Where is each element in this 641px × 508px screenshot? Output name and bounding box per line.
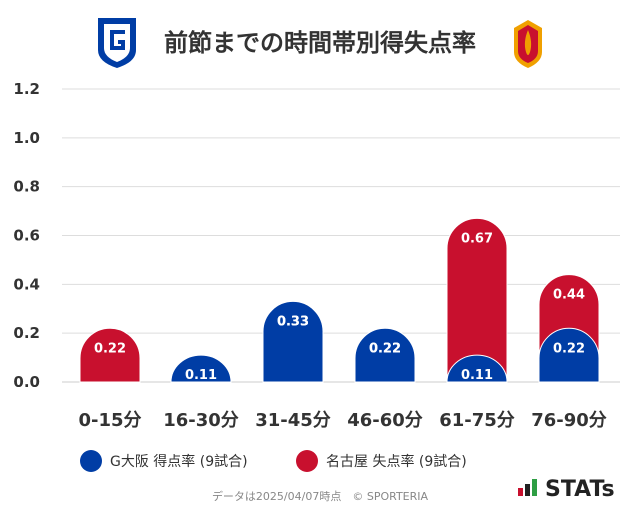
away-data-label: 0.33 — [277, 314, 309, 329]
y-axis-ticks: 0.0 0.2 0.4 0.6 0.8 1.0 1.2 — [13, 80, 40, 391]
nagoya-grampus-crest-icon — [514, 20, 542, 68]
x-tick-label: 0-15分 — [78, 410, 141, 431]
x-tick-label: 46-60分 — [347, 410, 423, 431]
home-bar — [262, 301, 324, 383]
home-bar — [538, 327, 600, 383]
stats-logo-icon — [518, 479, 537, 496]
gridlines — [62, 88, 620, 383]
home-data-label: 0.22 — [369, 341, 401, 356]
x-tick-label: 61-75分 — [439, 410, 515, 431]
bars — [79, 217, 600, 383]
y-tick-label: 0.6 — [13, 227, 40, 245]
footer-note: データは2025/04/07時点 © SPORTERIA — [212, 489, 429, 503]
home-data-label: 0.11 — [461, 368, 493, 383]
y-tick-label: 1.0 — [13, 129, 40, 147]
y-tick-label: 0.0 — [13, 373, 40, 391]
legend-home-label: G大阪 得点率 (9試合) — [110, 453, 248, 470]
stats-brand-text: STATs — [545, 477, 615, 502]
away-data-label: 0.67 — [461, 231, 493, 246]
x-axis-ticks: 0-15分 16-30分 31-45分 46-60分 61-75分 76-90分 — [78, 410, 606, 431]
x-tick-label: 31-45分 — [255, 410, 331, 431]
data-labels: 0.220.110.330.330.220.220.670.110.440.22 — [94, 231, 585, 383]
legend-home-marker — [80, 450, 102, 472]
away-bar — [446, 217, 508, 383]
legend: G大阪 得点率 (9試合) 名古屋 失点率 (9試合) — [80, 450, 467, 472]
away-data-label: 0.22 — [369, 341, 401, 356]
y-tick-label: 0.2 — [13, 324, 40, 342]
home-bar — [354, 327, 416, 383]
home-data-label: 0.33 — [277, 314, 309, 329]
home-data-label: 0.22 — [553, 341, 585, 356]
home-data-label: 0.11 — [185, 368, 217, 383]
y-tick-label: 0.8 — [13, 178, 40, 196]
away-bar — [79, 327, 141, 383]
y-tick-label: 1.2 — [13, 80, 40, 98]
away-data-label: 0.44 — [553, 288, 585, 303]
legend-away-marker — [296, 450, 318, 472]
gamba-osaka-crest-icon — [98, 18, 136, 68]
home-bar — [446, 354, 508, 383]
legend-away-label: 名古屋 失点率 (9試合) — [326, 453, 467, 470]
x-tick-label: 16-30分 — [163, 410, 239, 431]
x-tick-label: 76-90分 — [531, 410, 607, 431]
away-data-label: 0.22 — [94, 341, 126, 356]
home-bar — [170, 354, 232, 383]
y-tick-label: 0.4 — [13, 275, 40, 293]
chart-title: 前節までの時間帯別得失点率 — [164, 29, 476, 57]
